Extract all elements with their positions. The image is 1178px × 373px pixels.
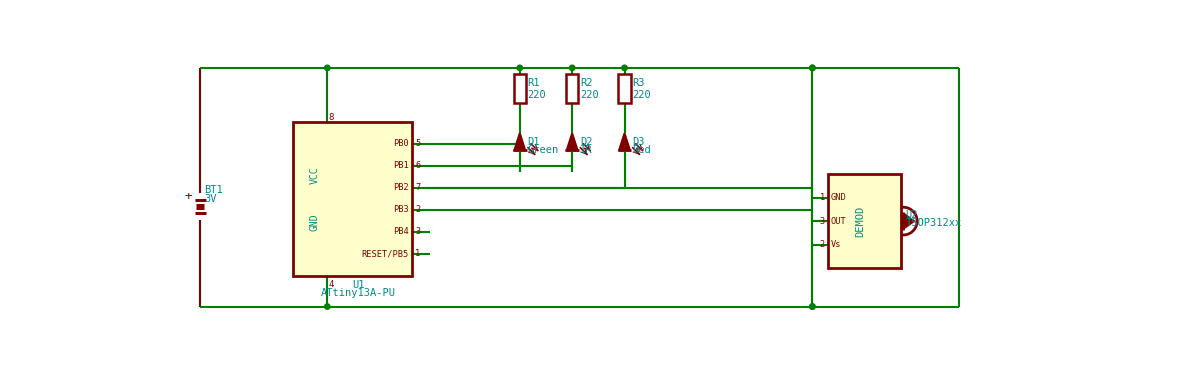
Text: 4: 4 (329, 280, 335, 289)
Text: Green: Green (528, 145, 558, 155)
Text: 5: 5 (415, 139, 421, 148)
Circle shape (809, 65, 815, 70)
Text: 1: 1 (820, 193, 825, 202)
Bar (618, 74, 630, 103)
Text: DEMOD: DEMOD (855, 206, 866, 237)
Text: PB0: PB0 (393, 139, 409, 148)
Text: 7: 7 (415, 183, 421, 192)
Text: ATtiny13A-PU: ATtiny13A-PU (320, 288, 396, 298)
Text: 2: 2 (820, 240, 825, 249)
Text: 3: 3 (415, 227, 421, 236)
Text: R3: R3 (633, 78, 644, 88)
Bar (565, 74, 578, 103)
Text: PB3: PB3 (393, 205, 409, 214)
Bar (514, 74, 525, 103)
Polygon shape (620, 133, 630, 150)
Text: D3: D3 (633, 137, 644, 147)
Text: PB2: PB2 (393, 183, 409, 192)
Text: TSOP312xx: TSOP312xx (906, 219, 961, 228)
Text: 1: 1 (415, 249, 421, 258)
Text: 220: 220 (633, 90, 651, 100)
Text: U2: U2 (906, 210, 918, 220)
Text: Red: Red (633, 145, 651, 155)
Text: 220: 220 (528, 90, 547, 100)
Circle shape (809, 304, 815, 309)
Text: U1: U1 (352, 280, 364, 290)
Text: R2: R2 (580, 78, 593, 88)
Text: D1: D1 (528, 137, 540, 147)
Text: +: + (184, 190, 192, 203)
Circle shape (517, 65, 523, 70)
Text: 8: 8 (329, 113, 335, 122)
Circle shape (622, 65, 627, 70)
Circle shape (809, 304, 815, 309)
Circle shape (569, 65, 575, 70)
Text: BT1: BT1 (204, 185, 223, 195)
Polygon shape (567, 133, 577, 150)
Text: VCC: VCC (310, 167, 319, 185)
Polygon shape (904, 213, 914, 229)
Text: PB4: PB4 (393, 227, 409, 236)
Circle shape (809, 65, 815, 70)
Text: RESET/PB5: RESET/PB5 (362, 249, 409, 258)
Text: GND: GND (830, 193, 847, 202)
Text: PB1: PB1 (393, 161, 409, 170)
Bar (828, 174, 901, 268)
Bar (292, 122, 412, 276)
Text: 6: 6 (415, 161, 421, 170)
Polygon shape (515, 133, 525, 150)
Text: GND: GND (310, 213, 319, 231)
Text: 3V: 3V (204, 194, 217, 204)
Text: R1: R1 (528, 78, 540, 88)
Circle shape (325, 65, 330, 70)
Text: 3: 3 (820, 217, 825, 226)
Text: IR: IR (580, 145, 593, 155)
Text: Vs: Vs (830, 240, 841, 249)
Circle shape (325, 304, 330, 309)
Text: D2: D2 (580, 137, 593, 147)
Text: OUT: OUT (830, 217, 847, 226)
Text: 2: 2 (415, 205, 421, 214)
Text: 220: 220 (580, 90, 598, 100)
